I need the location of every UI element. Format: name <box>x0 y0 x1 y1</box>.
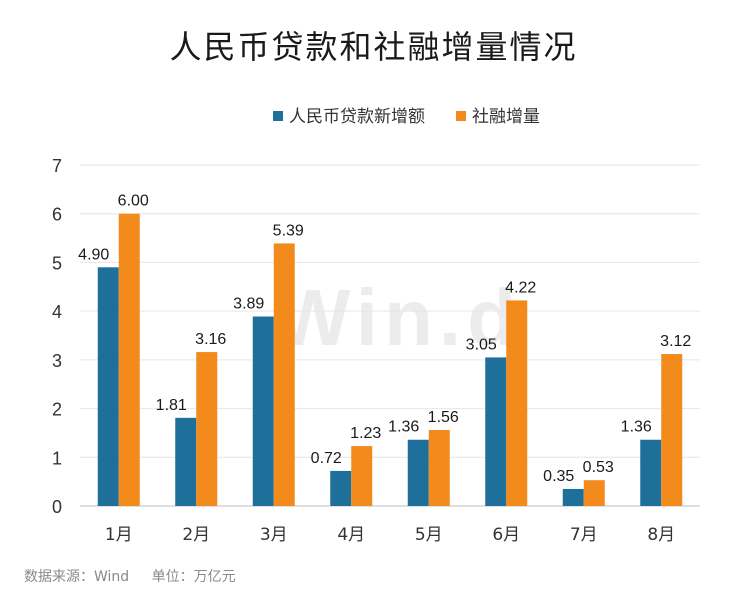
chart-footer: 数据来源：Wind 单位：万亿元 <box>24 566 254 586</box>
bar <box>661 354 683 506</box>
legend: 人民币贷款新增额 社融增量 <box>273 107 540 127</box>
data-labels: 4.90 6.00 1.81 3.16 3.89 5.39 0.72 1.23 1.36 1.56… <box>78 193 691 485</box>
data-label: 3.05 <box>466 336 497 353</box>
y-tick-label: 6 <box>52 205 62 225</box>
x-tick-label: 6月 <box>492 525 520 545</box>
data-label: 0.53 <box>583 459 614 476</box>
data-label: 0.35 <box>543 468 574 485</box>
bar <box>640 439 662 506</box>
bar <box>273 243 295 506</box>
bar <box>175 417 197 506</box>
x-axis: 1月 2月 3月 4月 5月 6月 7月 8月 <box>105 525 675 545</box>
gridlines <box>80 164 700 507</box>
bar <box>351 446 373 506</box>
bar <box>330 470 352 506</box>
bars <box>97 213 683 506</box>
legend-label: 社融增量 <box>472 107 540 127</box>
legend-swatch <box>273 111 283 121</box>
y-tick-label: 5 <box>52 253 62 273</box>
bar <box>196 352 218 506</box>
source-note: 数据来源：Wind <box>24 569 130 585</box>
legend-label: 人民币贷款新增额 <box>289 107 425 127</box>
bar-chart: 0 1 2 3 4 5 6 7 4.90 6.00 1.81 3.16 3.89 5.39 0.72 1.2… <box>52 107 700 545</box>
bar <box>407 439 429 506</box>
data-label: 3.16 <box>195 331 226 348</box>
legend-swatch <box>456 111 466 121</box>
bar <box>118 213 140 506</box>
x-tick-label: 8月 <box>647 525 675 545</box>
x-tick-label: 4月 <box>337 525 365 545</box>
data-label: 0.72 <box>311 450 342 467</box>
y-axis: 0 1 2 3 4 5 6 7 <box>52 156 62 517</box>
y-tick-label: 2 <box>52 400 62 420</box>
data-label: 1.81 <box>156 397 187 414</box>
bar <box>485 357 507 506</box>
data-label: 3.12 <box>660 333 691 350</box>
data-label: 1.36 <box>621 419 652 436</box>
x-tick-label: 5月 <box>415 525 443 545</box>
data-label: 4.90 <box>78 246 109 263</box>
bar <box>252 316 274 506</box>
wind-watermark: Win.d <box>275 273 522 362</box>
y-tick-label: 1 <box>52 448 62 468</box>
x-tick-label: 2月 <box>182 525 210 545</box>
bar <box>562 488 584 506</box>
x-tick-label: 3月 <box>260 525 288 545</box>
data-label: 1.23 <box>350 425 381 442</box>
data-label: 5.39 <box>273 222 304 239</box>
data-label: 1.36 <box>388 419 419 436</box>
bar <box>97 267 119 506</box>
y-tick-label: 3 <box>52 351 62 371</box>
y-tick-label: 4 <box>52 302 62 322</box>
data-label: 6.00 <box>118 193 149 210</box>
data-label: 3.89 <box>233 296 264 313</box>
chart-title: 人民币贷款和社融增量情况 <box>169 28 578 66</box>
unit-note: 单位：万亿元 <box>151 569 236 585</box>
x-tick-label: 1月 <box>105 525 133 545</box>
bar <box>583 480 605 506</box>
x-tick-label: 7月 <box>570 525 598 545</box>
data-label: 1.56 <box>428 409 459 426</box>
bar <box>428 430 450 506</box>
bar <box>506 300 528 506</box>
y-tick-label: 7 <box>52 156 62 176</box>
data-label: 4.22 <box>505 279 536 296</box>
y-tick-label: 0 <box>52 497 62 517</box>
